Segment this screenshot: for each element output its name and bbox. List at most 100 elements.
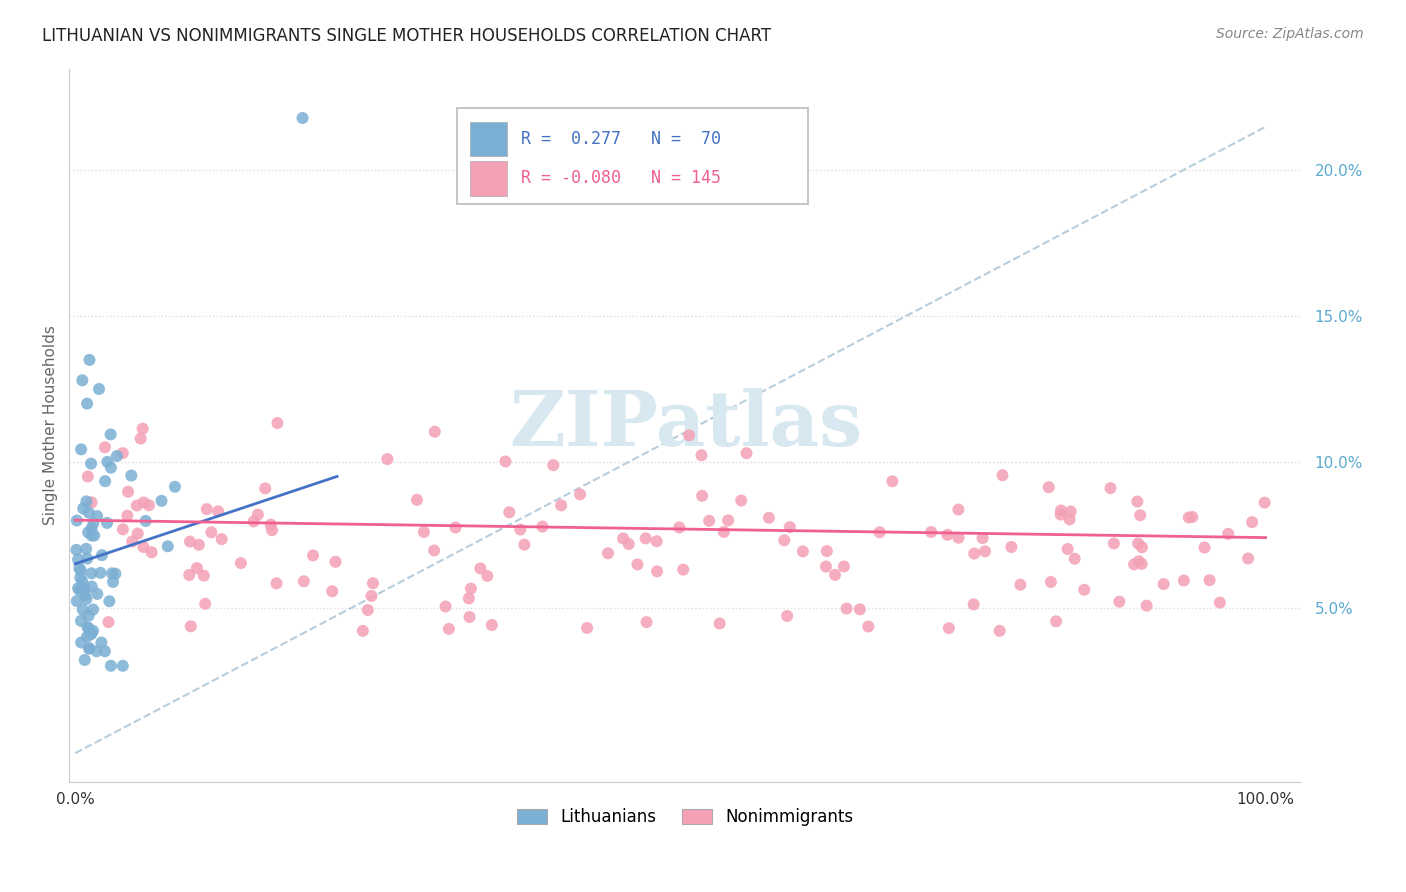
Point (1060, 504, 1083, 518)
Point (773, 533, 796, 548)
Point (832, 559, 855, 574)
Point (72, 574, 94, 589)
Point (86, 644, 108, 658)
Point (1209, 596, 1232, 610)
Point (90, 635, 112, 649)
Point (988, 624, 1011, 638)
Point (80, 580, 103, 594)
Point (1136, 599, 1159, 613)
Point (814, 559, 837, 574)
Point (70, 614, 93, 628)
Legend: Lithuanians, Nonimmigrants: Lithuanians, Nonimmigrants (509, 800, 862, 835)
Point (963, 547, 986, 561)
Point (717, 513, 740, 527)
Point (1194, 541, 1216, 555)
Point (86, 587, 108, 601)
Point (179, 568, 201, 582)
Point (96, 455, 118, 469)
Point (89, 566, 111, 580)
Point (668, 520, 690, 534)
Point (187, 538, 209, 552)
Point (974, 544, 997, 558)
Point (75, 588, 97, 602)
Point (1056, 541, 1078, 556)
Point (246, 508, 269, 522)
Point (127, 526, 149, 541)
Point (513, 538, 536, 552)
Point (481, 618, 503, 632)
Point (67, 561, 90, 575)
Point (423, 425, 446, 439)
Point (77, 622, 100, 636)
Point (1128, 554, 1150, 568)
Point (180, 619, 202, 633)
Point (434, 599, 457, 614)
Point (936, 528, 959, 542)
Point (498, 505, 520, 519)
Point (962, 598, 984, 612)
Point (254, 482, 277, 496)
Point (1178, 510, 1201, 524)
Point (1218, 526, 1240, 541)
Point (792, 544, 814, 558)
Point (776, 609, 799, 624)
Point (1130, 557, 1153, 571)
Point (1198, 573, 1220, 587)
Point (266, 576, 288, 591)
Point (948, 502, 970, 516)
Point (96, 516, 118, 530)
Point (200, 525, 222, 540)
Point (75, 591, 97, 606)
Point (325, 555, 347, 569)
Point (138, 498, 160, 512)
Point (77, 608, 100, 623)
Point (69, 570, 91, 584)
Point (111, 522, 134, 536)
Point (117, 508, 139, 523)
Point (636, 615, 658, 629)
Point (569, 487, 592, 501)
Point (596, 546, 619, 560)
Point (98, 594, 121, 608)
Point (730, 493, 752, 508)
FancyBboxPatch shape (470, 122, 506, 156)
Point (869, 525, 891, 540)
Point (211, 532, 233, 546)
Point (67, 581, 90, 595)
Point (94, 644, 117, 658)
Point (835, 601, 858, 615)
Point (779, 520, 801, 534)
Point (477, 569, 499, 583)
Point (360, 589, 382, 603)
Point (72, 373, 94, 387)
Point (645, 534, 668, 549)
Point (357, 603, 380, 617)
Point (972, 531, 994, 545)
Point (80, 495, 103, 509)
Point (291, 111, 314, 125)
Point (73, 653, 96, 667)
Point (690, 489, 713, 503)
Point (1000, 540, 1022, 554)
Point (1126, 536, 1149, 550)
Point (66, 594, 89, 608)
Point (423, 543, 446, 558)
Point (77, 641, 100, 656)
Point (1059, 512, 1081, 526)
Point (94, 474, 117, 488)
Point (69, 583, 91, 598)
Point (163, 480, 186, 494)
Point (82, 624, 104, 638)
Point (412, 524, 434, 539)
Point (101, 566, 124, 581)
Point (458, 610, 481, 624)
Point (77, 506, 100, 520)
Point (377, 452, 399, 467)
Point (132, 540, 155, 554)
Point (1038, 480, 1060, 494)
Point (150, 493, 173, 508)
Point (672, 563, 695, 577)
Point (76, 551, 98, 566)
Point (612, 532, 634, 546)
Y-axis label: Single Mother Households: Single Mother Households (44, 326, 58, 525)
